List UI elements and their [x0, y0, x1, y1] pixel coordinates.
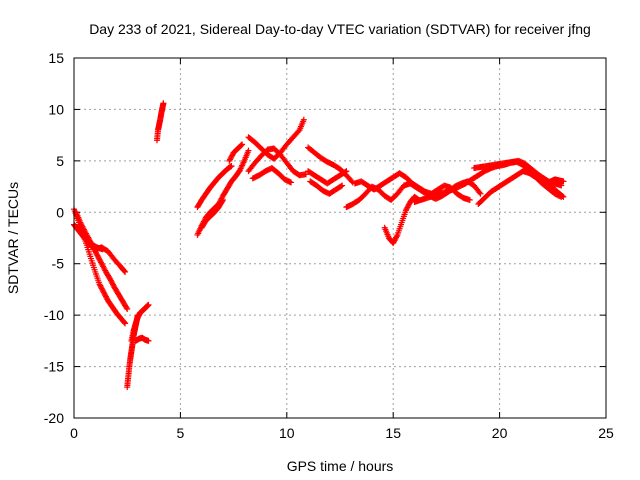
chart-title: Day 233 of 2021, Sidereal Day-to-day VTE…	[89, 21, 591, 37]
x-tick-label: 5	[177, 425, 185, 441]
series-track-x	[475, 168, 565, 208]
series-track-h	[153, 100, 167, 144]
series-track-m	[245, 116, 307, 162]
y-axis-label: SDTVAR / TECUs	[5, 182, 21, 294]
series-track-w	[471, 157, 567, 200]
series-track-d	[71, 221, 106, 253]
data-point	[300, 116, 307, 123]
data-point	[239, 141, 246, 148]
series-track-j	[194, 163, 235, 211]
series-track-n	[245, 145, 309, 179]
series-track-k	[198, 196, 226, 231]
data-point	[122, 268, 129, 275]
data-layer	[71, 100, 567, 391]
data-point	[145, 301, 152, 308]
data-point	[124, 305, 131, 312]
y-tick-label: 10	[48, 101, 64, 117]
data-point	[123, 304, 130, 311]
data-point	[219, 198, 226, 205]
series-track-f	[128, 301, 152, 344]
data-point	[339, 182, 346, 189]
data-point	[466, 196, 473, 203]
x-tick-label: 10	[279, 425, 295, 441]
data-point	[228, 163, 235, 169]
data-point	[238, 142, 245, 149]
data-point	[558, 193, 565, 200]
data-point	[121, 268, 128, 275]
x-tick-label: 25	[598, 425, 614, 441]
y-tick-label: 0	[56, 204, 64, 220]
series-track-g	[132, 334, 152, 344]
data-point	[302, 171, 309, 178]
series-track-u	[381, 193, 422, 247]
data-point	[393, 233, 400, 240]
data-point	[342, 168, 349, 175]
x-axis-label: GPS time / hours	[287, 458, 394, 474]
series-track-l	[226, 141, 246, 164]
series-track-y	[543, 176, 567, 189]
y-tick-label: -15	[44, 359, 64, 375]
plot-frame	[73, 57, 607, 419]
data-point	[476, 189, 483, 196]
data-point	[121, 319, 128, 326]
series-track-b	[73, 209, 131, 312]
grid-layer	[74, 58, 606, 418]
data-point	[343, 168, 350, 175]
y-tick-label: 15	[48, 50, 64, 66]
x-tick-label: 20	[492, 425, 508, 441]
data-point	[122, 320, 129, 327]
data-point	[160, 100, 167, 107]
data-point	[145, 337, 152, 344]
y-tick-label: 5	[56, 153, 64, 169]
data-point	[219, 196, 226, 203]
data-point	[245, 147, 252, 154]
y-tick-label: -20	[44, 410, 64, 426]
data-point	[348, 178, 355, 185]
data-point	[560, 178, 567, 185]
data-point	[477, 190, 484, 197]
data-point	[99, 246, 106, 253]
series-track-r	[307, 178, 346, 197]
data-point	[338, 183, 345, 190]
series-track-o	[249, 165, 295, 186]
data-point	[288, 179, 295, 186]
x-tick-label: 0	[70, 425, 78, 441]
y-tick-label: -5	[52, 256, 65, 272]
series-track-q	[305, 168, 350, 187]
x-tick-label: 15	[385, 425, 401, 441]
y-tick-label: -10	[44, 307, 64, 323]
